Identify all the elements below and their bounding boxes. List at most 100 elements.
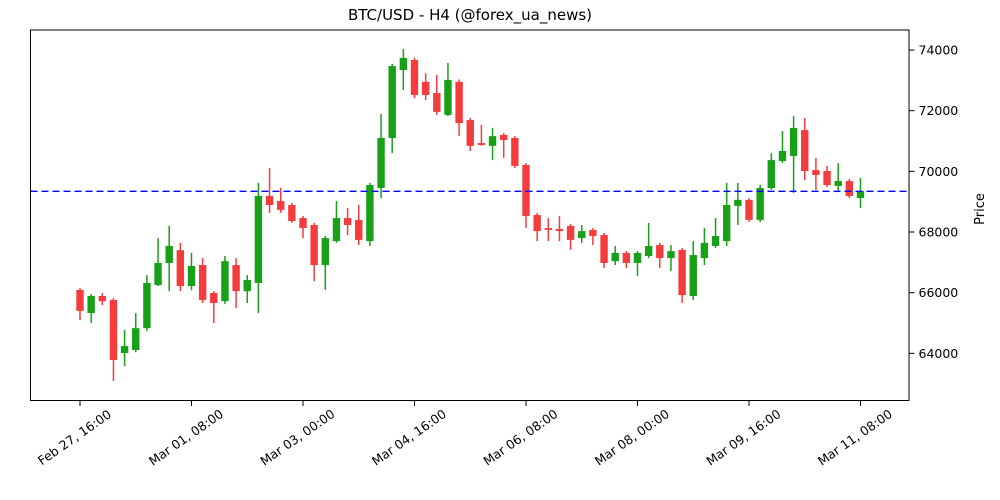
candle [399, 49, 408, 91]
bullish-candle-body [377, 137, 385, 189]
x-tick-label: Mar 03, 00:00 [257, 406, 337, 468]
candle [243, 275, 251, 303]
bearish-candle-body [678, 249, 686, 296]
candle [566, 224, 575, 250]
bearish-candle-body [544, 228, 552, 230]
y-axis-ticks: 64000 66000 68000 70000 72000 74000 [909, 43, 958, 361]
candle [678, 248, 686, 303]
candle [578, 225, 586, 243]
bearish-candle-body [310, 225, 318, 266]
bearish-candle-body [109, 299, 118, 361]
candle [723, 182, 731, 246]
candle [812, 157, 820, 190]
candle [321, 235, 329, 290]
bullish-candle-body [120, 346, 129, 354]
candle [555, 215, 564, 242]
bullish-candle-body [644, 245, 653, 256]
candle [689, 241, 697, 300]
candle [533, 212, 541, 242]
candle [600, 232, 608, 269]
candle [823, 165, 831, 188]
bullish-candle-body [667, 251, 675, 259]
bullish-candle-body [834, 181, 842, 186]
candle [544, 218, 552, 242]
candle [332, 201, 341, 243]
bearish-candle-body [477, 143, 486, 145]
x-tick-label: Mar 08, 00:00 [592, 406, 672, 468]
candle [589, 228, 597, 246]
candle [778, 130, 787, 164]
bullish-candle-body [700, 242, 709, 259]
y-tick-label: 64000 [919, 346, 959, 361]
candle [455, 79, 463, 137]
bullish-candle-body [611, 252, 619, 262]
bearish-candle-body [745, 199, 753, 220]
bearish-candle-body [277, 201, 285, 210]
candle [388, 63, 396, 154]
candle [611, 245, 619, 266]
x-axis-ticks: Feb 27, 16:00 Mar 01, 08:00 Mar 03, 00:00 M… [35, 400, 895, 469]
bearish-candle-body [176, 250, 185, 287]
bullish-candle-body [444, 80, 452, 115]
bullish-candle-body [723, 205, 731, 242]
candle [444, 63, 452, 117]
candle [87, 293, 95, 324]
candle [789, 116, 798, 193]
y-tick-label: 66000 [919, 285, 959, 300]
bullish-candle-body [143, 282, 151, 329]
candle [98, 292, 106, 306]
candle [644, 222, 653, 259]
candle [700, 228, 709, 266]
candle [232, 258, 240, 309]
candle [198, 258, 207, 303]
bullish-candle-body [243, 279, 251, 292]
x-tick-label: Feb 27, 16:00 [35, 406, 114, 468]
x-tick-label: Mar 09, 16:00 [703, 406, 783, 468]
bearish-candle-body [600, 235, 608, 263]
bullish-candle-body [488, 136, 497, 146]
x-tick-label: Mar 04, 16:00 [369, 406, 449, 468]
bearish-candle-body [656, 245, 664, 259]
bullish-candle-body [132, 328, 140, 351]
candle [299, 215, 307, 239]
bullish-candle-body [388, 66, 396, 138]
bullish-candle-body [332, 218, 341, 242]
candle [667, 245, 675, 272]
bearish-candle-body [533, 215, 541, 232]
bullish-candle-body [154, 262, 162, 286]
bullish-candle-body [756, 188, 764, 220]
bearish-candle-body [198, 265, 207, 300]
bearish-candle-body [466, 120, 474, 146]
candles-group [76, 49, 865, 381]
candle [745, 198, 753, 222]
bearish-candle-body [522, 164, 530, 216]
candle [433, 74, 441, 115]
candle [132, 313, 140, 353]
candle [511, 136, 519, 169]
candle [366, 182, 374, 246]
candle [622, 251, 631, 269]
y-tick-label: 68000 [919, 225, 959, 240]
candle [120, 329, 129, 367]
bullish-candle-body [366, 184, 374, 242]
candle [288, 202, 296, 223]
y-tick-label: 72000 [919, 103, 959, 118]
bullish-candle-body [789, 127, 798, 156]
candle [165, 225, 173, 292]
bullish-candle-body [767, 160, 775, 189]
bearish-candle-body [500, 134, 508, 141]
bullish-candle-body [578, 231, 586, 239]
bullish-candle-body [221, 261, 229, 302]
candle [265, 168, 274, 213]
candle [488, 127, 497, 161]
bullish-candle-body [399, 57, 408, 71]
candle [143, 275, 151, 331]
bullish-candle-body [254, 195, 263, 283]
candle [310, 222, 318, 282]
candle [734, 182, 742, 226]
candle [410, 57, 419, 99]
y-tick-label: 70000 [919, 164, 959, 179]
bearish-candle-body [511, 137, 519, 166]
bearish-candle-body [589, 229, 597, 236]
